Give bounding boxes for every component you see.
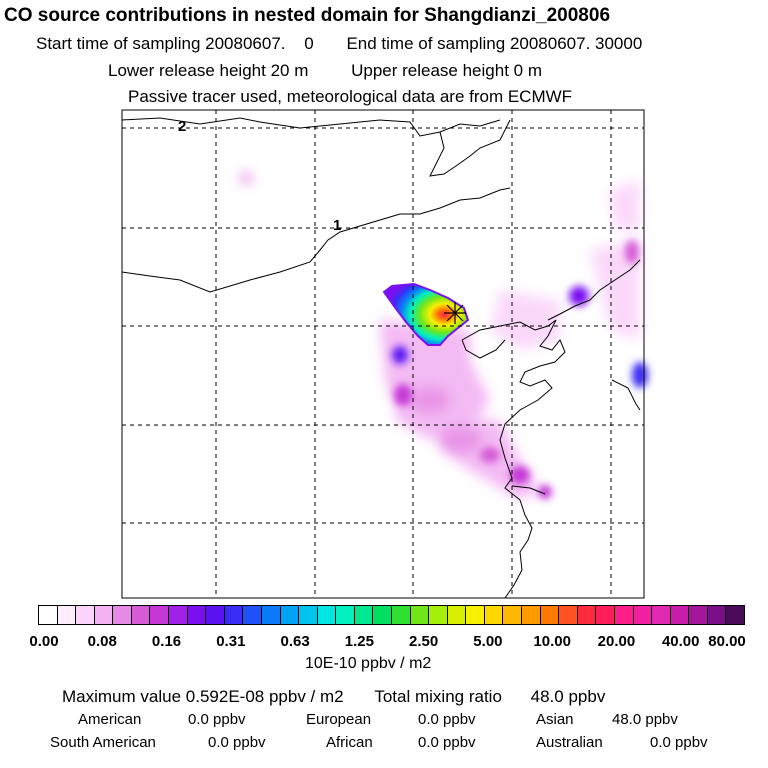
border-label: 1 <box>333 217 341 234</box>
colorbar-tick-label: 0.63 <box>280 633 310 650</box>
colorbar-swatch <box>559 606 578 624</box>
colorbar-swatch <box>447 606 467 624</box>
region-name-african: African <box>326 734 373 751</box>
coastline-east <box>461 319 566 599</box>
summary-line: Maximum value 0.592E-08 ppbv / m2 Total … <box>62 687 605 707</box>
colorbar-swatch <box>484 606 504 624</box>
colorbar-swatch <box>336 606 355 624</box>
colorbar-swatch <box>280 606 300 624</box>
colorbar-swatch <box>169 606 188 624</box>
region-name-australian: Australian <box>536 734 603 751</box>
colorbar-swatch <box>131 606 151 624</box>
peak-concentration-zone <box>382 282 470 346</box>
start-time-value: 20080607. <box>205 34 286 53</box>
lower-height-label: Lower release height <box>108 61 266 80</box>
region-value-asian: 48.0 ppbv <box>612 711 678 728</box>
colorbar-swatch <box>633 606 653 624</box>
region-name-asian: Asian <box>536 711 574 728</box>
colorbar-swatch <box>373 606 392 624</box>
colorbar-tick-label: 10.00 <box>533 633 571 650</box>
total-mixing-label: Total mixing ratio <box>374 687 502 706</box>
colorbar <box>38 605 745 625</box>
max-value: 0.592E-08 ppbv / m2 <box>185 687 344 706</box>
river-line <box>511 485 546 495</box>
graticule <box>122 110 644 598</box>
colorbar-swatch <box>94 606 114 624</box>
colorbar-swatch <box>76 606 95 624</box>
colorbar-swatch <box>391 606 411 624</box>
colorbar-swatch <box>670 606 690 624</box>
colorbar-tick-label: 5.00 <box>473 633 503 650</box>
upper-height-label: Upper release height <box>351 61 509 80</box>
colorbar-tick-label: 0.00 <box>29 633 59 650</box>
region-value-australian: 0.0 ppbv <box>650 734 708 751</box>
colorbar-swatch <box>577 606 597 624</box>
region-value-american: 0.0 ppbv <box>188 711 246 728</box>
border-line <box>121 117 501 137</box>
upper-height-value: 0 m <box>513 61 542 80</box>
colorbar-swatch <box>57 606 77 624</box>
border-line <box>121 187 511 293</box>
colorbar-units: 10E-10 ppbv / m2 <box>305 655 432 672</box>
coastline-peninsula <box>611 379 641 411</box>
colorbar-swatch <box>540 606 560 624</box>
colorbar-swatch <box>689 606 708 624</box>
colorbar-swatch <box>466 606 485 624</box>
end-time-value: 20080607. 30000 <box>509 34 643 53</box>
colorbar-swatch <box>429 606 448 624</box>
tracer-note: Passive tracer used, meteorological data… <box>128 87 573 106</box>
colorbar-swatch <box>707 606 727 624</box>
colorbar-tick-label: 80.00 <box>708 633 746 650</box>
region-value-european: 0.0 ppbv <box>418 711 476 728</box>
receptor-star-icon <box>444 302 466 324</box>
region-name-american: American <box>78 711 142 728</box>
total-mixing-value: 48.0 ppbv <box>530 687 606 706</box>
colorbar-swatch <box>243 606 262 624</box>
region-value-african: 0.0 ppbv <box>418 734 476 751</box>
concentration-plume <box>240 172 648 500</box>
colorbar-swatch <box>522 606 541 624</box>
colorbar-tick-label: 2.50 <box>409 633 439 650</box>
colorbar-tick-label: 1.25 <box>344 633 374 650</box>
colorbar-swatch <box>261 606 281 624</box>
colorbar-swatch <box>150 606 170 624</box>
start-time-label: Start time of sampling <box>36 34 201 53</box>
release-heights: Lower release height 20 m Upper release … <box>108 61 542 81</box>
colorbar-swatch <box>652 606 671 624</box>
colorbar-swatch <box>726 606 744 624</box>
colorbar-swatch <box>113 606 132 624</box>
coastlines <box>121 117 641 599</box>
border-line <box>429 119 511 177</box>
colorbar-swatch <box>206 606 225 624</box>
sampling-times: Start time of sampling 20080607. 0 End t… <box>36 34 642 54</box>
colorbar-swatch <box>39 606 58 624</box>
colorbar-swatch <box>187 606 207 624</box>
map-title: CO source contributions in nested domain… <box>4 5 611 26</box>
colorbar-tick-label: 0.31 <box>216 633 246 650</box>
region-value-south-american: 0.0 ppbv <box>208 734 266 751</box>
map-frame <box>121 109 645 599</box>
region-name-european: European <box>306 711 372 728</box>
colorbar-swatch <box>614 606 634 624</box>
colorbar-swatch <box>317 606 337 624</box>
colorbar-swatch <box>224 606 244 624</box>
max-value-label: Maximum value <box>62 687 182 706</box>
colorbar-swatch <box>410 606 430 624</box>
colorbar-tick-label: 20.00 <box>597 633 636 650</box>
region-name-south-american: South American <box>50 734 156 751</box>
end-time-label: End time of sampling <box>346 34 506 53</box>
colorbar-swatch <box>503 606 523 624</box>
colorbar-swatch <box>354 606 374 624</box>
coastline-bay <box>461 339 506 359</box>
lower-height-value: 20 m <box>270 61 309 80</box>
border-label: 2 <box>178 118 186 135</box>
start-time-hhmmss: 0 <box>304 34 314 53</box>
colorbar-tick-label: 0.08 <box>87 633 117 650</box>
colorbar-tick-label: 0.16 <box>151 633 182 650</box>
colorbar-swatch <box>299 606 318 624</box>
coastline-north <box>547 259 641 321</box>
colorbar-tick-label: 40.00 <box>661 633 700 650</box>
colorbar-swatch <box>596 606 615 624</box>
